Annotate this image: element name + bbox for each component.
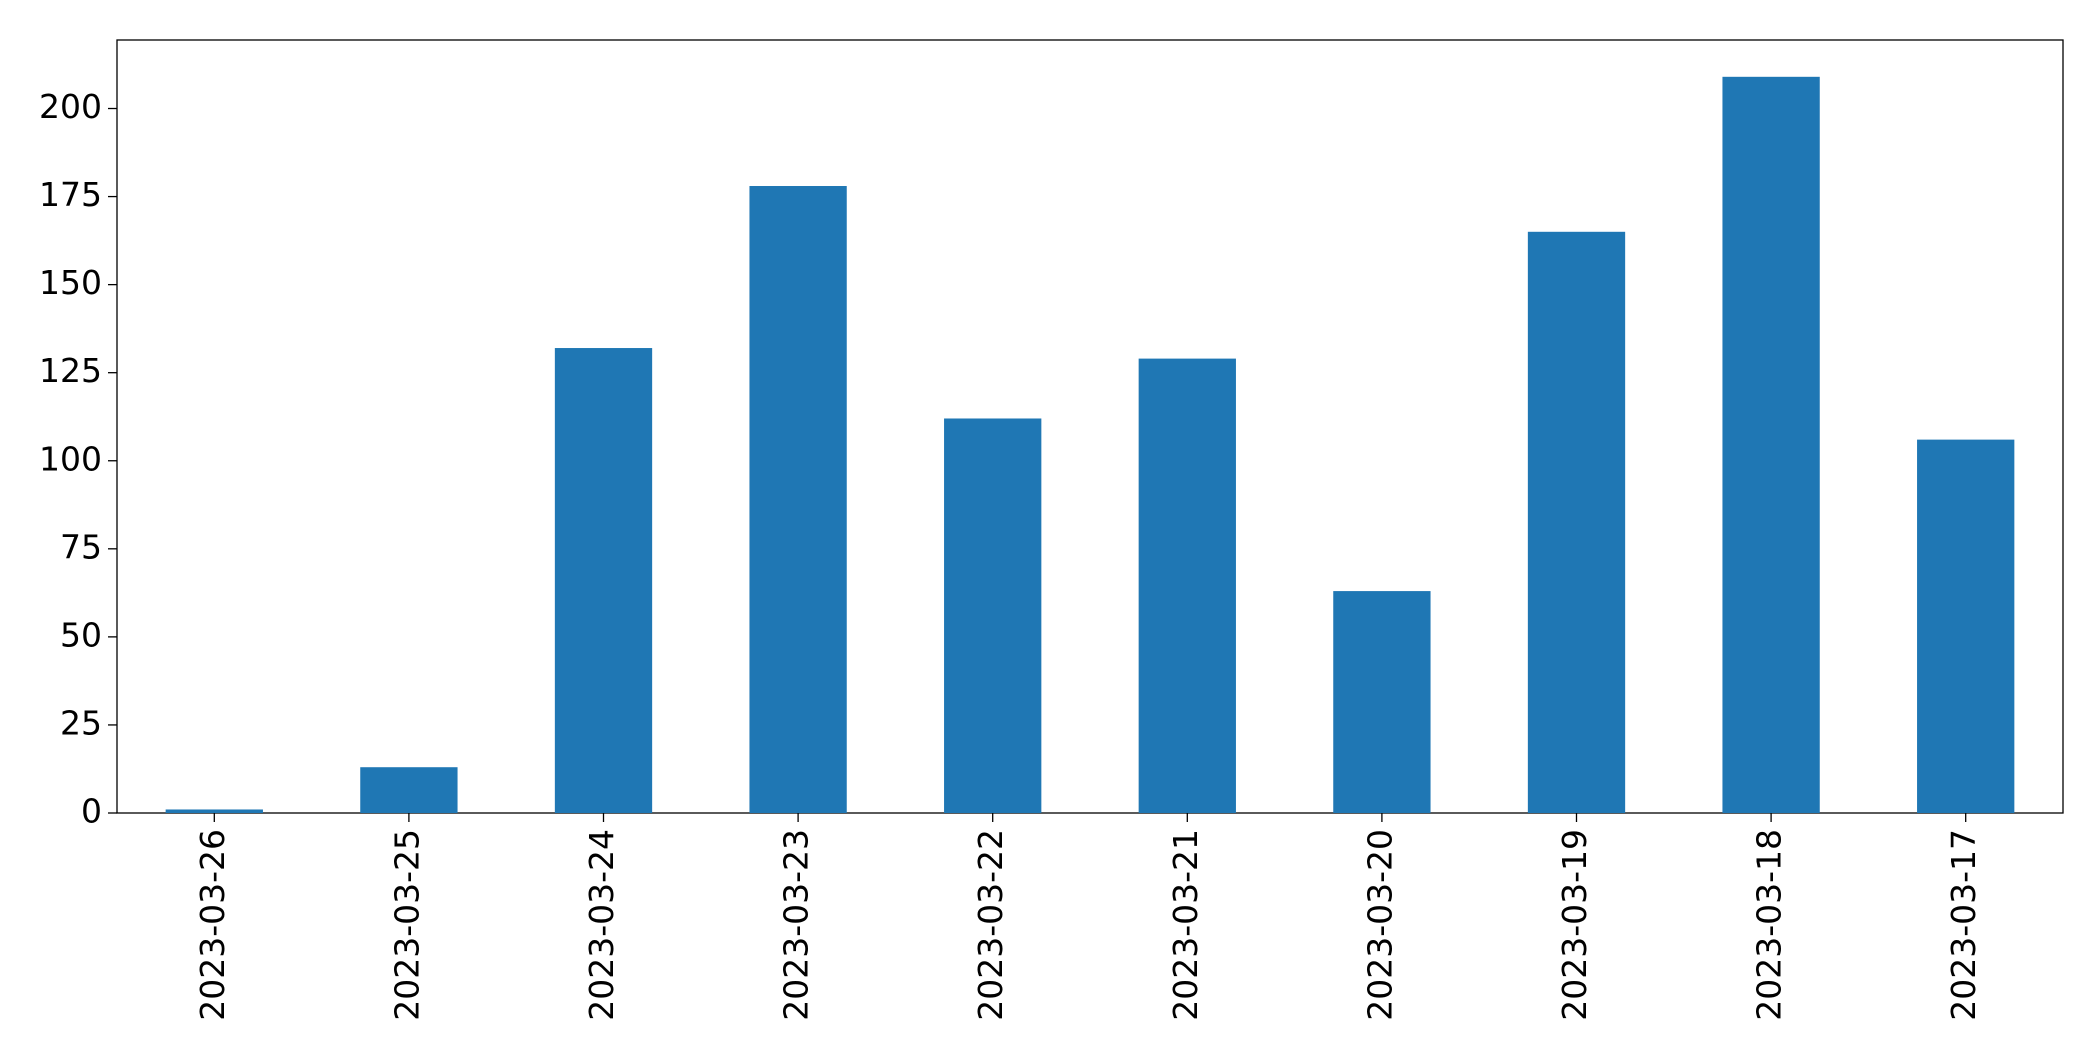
y-tick-label: 25 bbox=[60, 703, 102, 742]
bar bbox=[749, 186, 847, 813]
y-tick-label: 175 bbox=[39, 175, 102, 214]
y-tick-label: 0 bbox=[81, 792, 102, 831]
bar bbox=[1138, 358, 1236, 813]
x-tick-label: 2023-03-26 bbox=[193, 829, 232, 1021]
bar bbox=[944, 418, 1042, 813]
bar bbox=[165, 809, 263, 813]
x-tick-label: 2023-03-20 bbox=[1360, 829, 1399, 1021]
x-tick-label: 2023-03-24 bbox=[582, 829, 621, 1021]
bar bbox=[1333, 591, 1431, 813]
x-tick-label: 2023-03-17 bbox=[1944, 829, 1983, 1021]
x-tick-label: 2023-03-25 bbox=[387, 829, 426, 1021]
bar bbox=[1722, 76, 1820, 814]
y-tick-label: 100 bbox=[39, 439, 102, 478]
plot-frame bbox=[116, 39, 2064, 814]
bar bbox=[554, 348, 653, 813]
x-tick-label: 2023-03-21 bbox=[1166, 829, 1205, 1021]
y-tick-label: 150 bbox=[39, 263, 102, 302]
y-tick-label: 50 bbox=[60, 615, 102, 654]
x-tick-label: 2023-03-22 bbox=[971, 829, 1010, 1021]
y-tick-label: 75 bbox=[60, 527, 102, 566]
x-tick-label: 2023-03-18 bbox=[1750, 829, 1789, 1021]
x-tick-label: 2023-03-23 bbox=[777, 829, 816, 1021]
bar bbox=[1917, 439, 2015, 813]
bar bbox=[1527, 231, 1626, 813]
y-tick-label: 200 bbox=[39, 87, 102, 126]
bar bbox=[360, 767, 458, 813]
y-tick-label: 125 bbox=[39, 351, 102, 390]
x-tick-label: 2023-03-19 bbox=[1555, 829, 1594, 1021]
